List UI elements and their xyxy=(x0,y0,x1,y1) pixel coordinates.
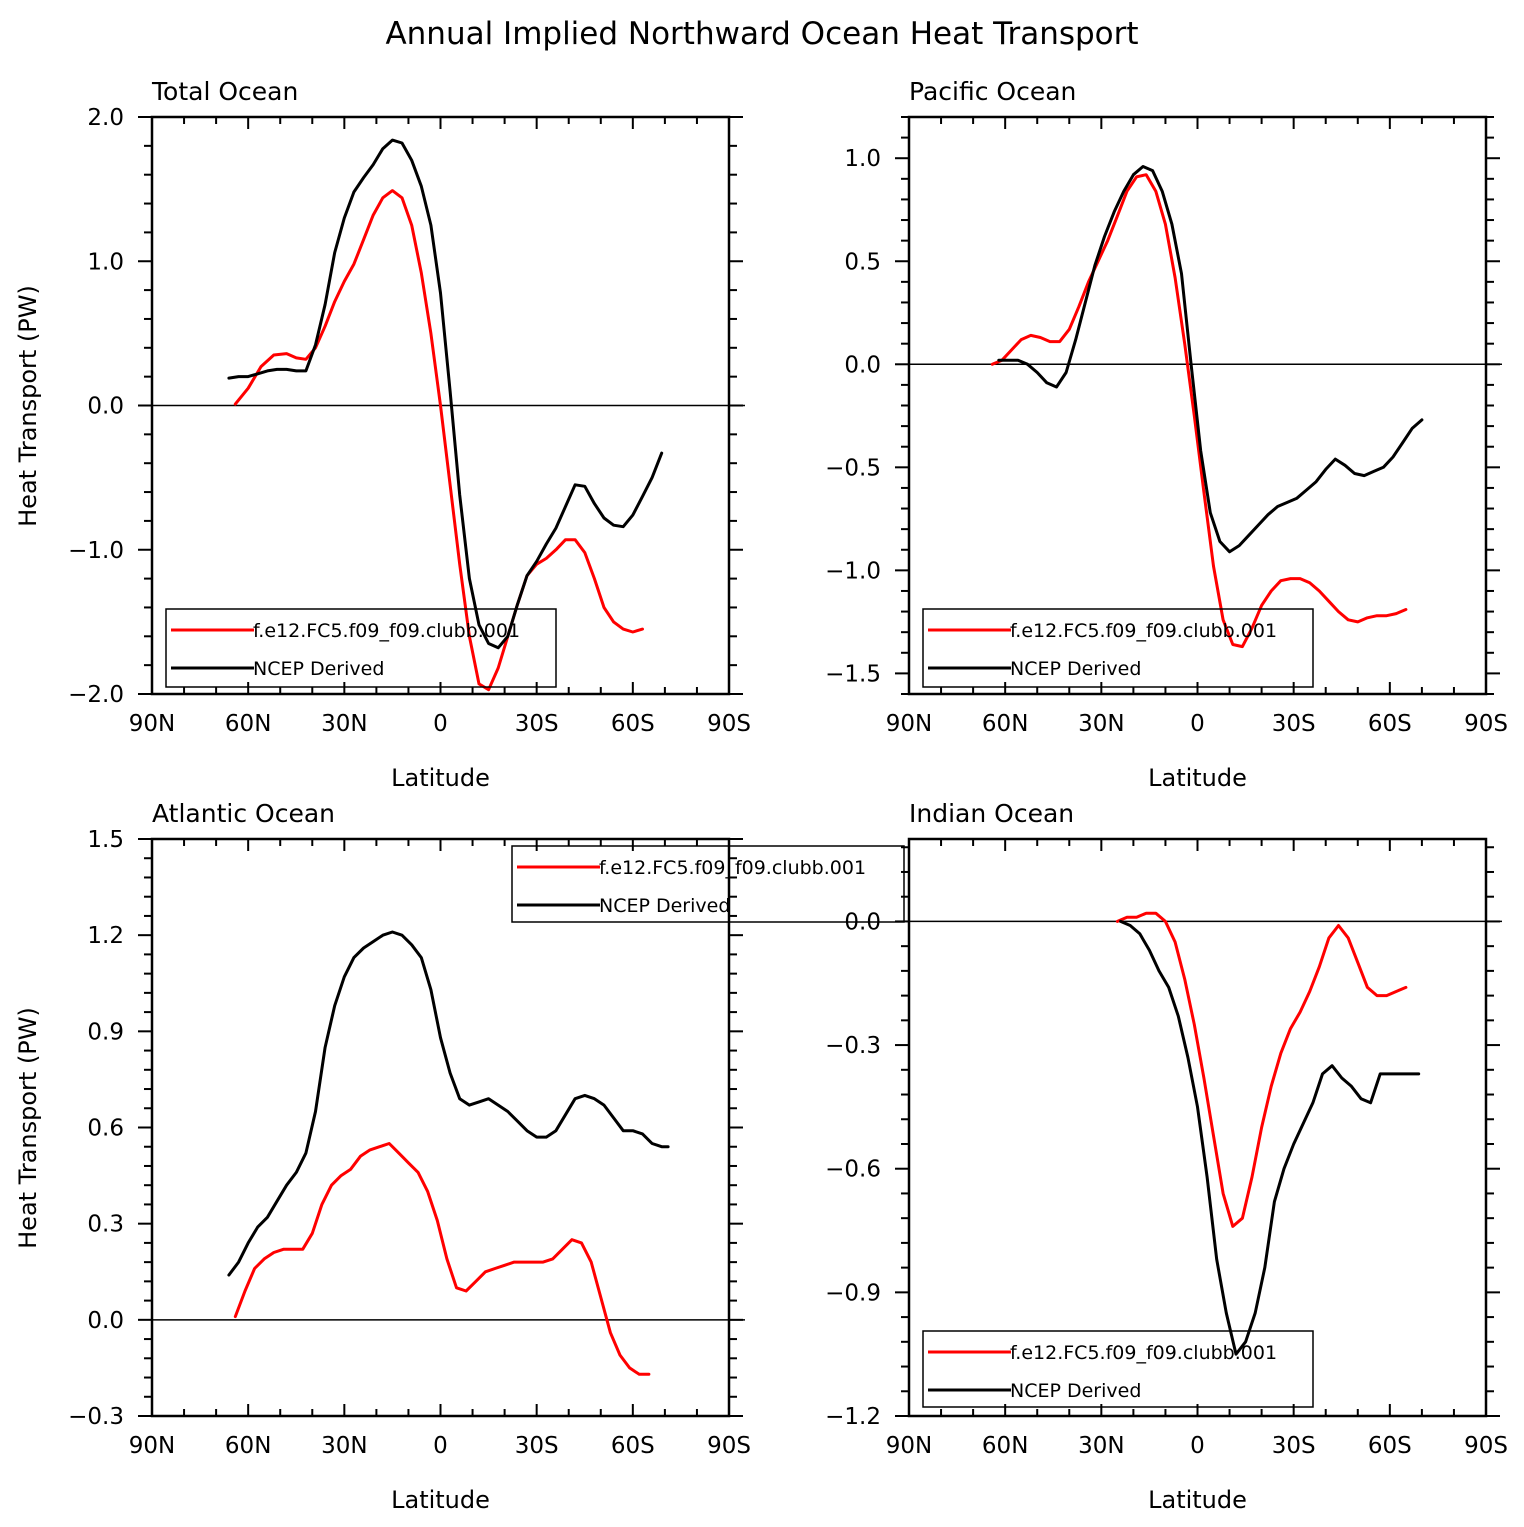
y-axis-label: Heat Transport (PW) xyxy=(14,285,42,527)
legend-label: NCEP Derived xyxy=(253,658,384,680)
y-tick-label: 1.2 xyxy=(87,923,124,949)
series-line-model xyxy=(1115,911,1408,1228)
y-tick-label: −1.0 xyxy=(68,538,124,564)
y-tick-label: 2.0 xyxy=(87,105,124,131)
panel-title: Indian Ocean xyxy=(909,799,1074,828)
x-tick-label: 90N xyxy=(129,1433,175,1459)
legend-label: NCEP Derived xyxy=(1010,1380,1141,1402)
panel-1: Total Ocean 90N 60N 30N 0 30S 60S 90S 2.0 1.0 0.0 −… xyxy=(14,77,751,792)
x-tick-label: 60S xyxy=(1368,711,1412,737)
y-tick-label: 0.9 xyxy=(87,1019,124,1045)
x-tick-label: 60S xyxy=(1368,1433,1412,1459)
legend-box xyxy=(165,608,557,688)
plot-frame xyxy=(150,837,731,1418)
y-tick-label: 1.5 xyxy=(87,827,124,853)
x-tick-label: 90S xyxy=(707,1433,751,1459)
x-tick-label: 30N xyxy=(1078,711,1124,737)
y-tick-label: −0.5 xyxy=(825,455,881,481)
series-line-ncep xyxy=(997,165,1424,554)
legend: f.e12.FC5.f09_f09.clubb.001 NCEP Derived xyxy=(922,608,1314,688)
y-axis-label: Heat Transport (PW) xyxy=(14,1007,42,1249)
legend-label: f.e12.FC5.f09_f09.clubb.001 xyxy=(1010,620,1277,642)
panel-title: Total Ocean xyxy=(151,77,298,106)
series-line-ncep xyxy=(227,138,664,650)
legend-label: f.e12.FC5.f09_f09.clubb.001 xyxy=(1010,1342,1277,1364)
x-tick-label: 60N xyxy=(225,1433,271,1459)
legend-label: f.e12.FC5.f09_f09.clubb.001 xyxy=(253,620,520,642)
panel-title: Atlantic Ocean xyxy=(152,799,335,828)
legend-label: NCEP Derived xyxy=(599,895,730,917)
x-axis-label: Latitude xyxy=(1148,1486,1247,1514)
x-tick-label: 60N xyxy=(982,711,1028,737)
y-tick-label: −0.3 xyxy=(825,1033,881,1059)
figure-title: Annual Implied Northward Ocean Heat Tran… xyxy=(385,16,1138,52)
series-line-model xyxy=(990,173,1408,649)
x-axis-label: Latitude xyxy=(391,764,490,792)
y-tick-label: −1.2 xyxy=(825,1404,881,1430)
panel-title: Pacific Ocean xyxy=(909,77,1076,106)
x-tick-label: 90N xyxy=(886,711,932,737)
y-tick-label: −1.5 xyxy=(825,661,881,687)
legend-box xyxy=(922,608,1314,688)
y-tick-label: −2.0 xyxy=(68,682,124,708)
panel-3: Atlantic Ocean 90N 60N 30N 0 30S 60S 90S 1.5 1.2 0… xyxy=(14,799,905,1514)
series-line-model xyxy=(233,1142,651,1376)
x-axis-label: Latitude xyxy=(391,1486,490,1514)
x-tick-label: 30N xyxy=(321,1433,367,1459)
x-tick-label: 90S xyxy=(707,711,751,737)
series-line-ncep xyxy=(1119,919,1421,1356)
x-tick-label: 90S xyxy=(1464,711,1508,737)
y-tick-label: −0.3 xyxy=(68,1404,124,1430)
legend-box xyxy=(922,1330,1314,1408)
x-tick-label: 30N xyxy=(321,711,367,737)
legend-label: f.e12.FC5.f09_f09.clubb.001 xyxy=(599,857,866,879)
panels: Total Ocean 90N 60N 30N 0 30S 60S 90S 2.0 1.0 0.0 −… xyxy=(14,77,1508,1514)
plot-frame xyxy=(907,115,1488,696)
legend: f.e12.FC5.f09_f09.clubb.001 NCEP Derived xyxy=(922,1330,1314,1408)
panel-4: Indian Ocean 90N 60N 30N 0 30S 60S 90S 0.0 −0.3 −0… xyxy=(825,799,1508,1514)
x-tick-label: 90N xyxy=(886,1433,932,1459)
x-tick-label: 0 xyxy=(433,711,448,737)
legend-label: NCEP Derived xyxy=(1010,658,1141,680)
y-tick-label: 0.0 xyxy=(87,394,124,420)
y-tick-label: 1.0 xyxy=(87,249,124,275)
y-tick-label: 0.0 xyxy=(844,909,881,935)
x-tick-label: 0 xyxy=(1190,711,1205,737)
y-tick-label: 0.0 xyxy=(87,1308,124,1334)
x-tick-label: 90N xyxy=(129,711,175,737)
x-tick-label: 60S xyxy=(611,711,655,737)
y-tick-label: −1.0 xyxy=(825,558,881,584)
y-tick-label: −0.6 xyxy=(825,1157,881,1183)
y-tick-label: 0.6 xyxy=(87,1116,124,1142)
y-tick-label: 0.5 xyxy=(844,249,881,275)
legend-box xyxy=(511,845,905,923)
x-tick-label: 30S xyxy=(515,711,559,737)
legend: f.e12.FC5.f09_f09.clubb.001 NCEP Derived xyxy=(511,845,905,923)
x-tick-label: 0 xyxy=(1190,1433,1205,1459)
y-tick-label: −0.9 xyxy=(825,1280,881,1306)
x-tick-label: 60N xyxy=(225,711,271,737)
x-tick-label: 0 xyxy=(433,1433,448,1459)
series-line-model xyxy=(233,189,644,692)
x-tick-label: 60N xyxy=(982,1433,1028,1459)
x-tick-label: 30N xyxy=(1078,1433,1124,1459)
y-tick-label: 0.0 xyxy=(844,352,881,378)
panel-2: Pacific Ocean 90N 60N 30N 0 30S 60S 90S 1.0 0.5 0.… xyxy=(825,77,1508,792)
y-tick-label: 0.3 xyxy=(87,1212,124,1238)
x-tick-label: 30S xyxy=(1272,1433,1316,1459)
x-tick-label: 90S xyxy=(1464,1433,1508,1459)
x-tick-label: 60S xyxy=(611,1433,655,1459)
series-line-ncep xyxy=(227,930,670,1277)
y-tick-label: 1.0 xyxy=(844,146,881,172)
plot-frame xyxy=(907,837,1488,1418)
x-tick-label: 30S xyxy=(1272,711,1316,737)
x-axis-label: Latitude xyxy=(1148,764,1247,792)
x-tick-label: 30S xyxy=(515,1433,559,1459)
legend: f.e12.FC5.f09_f09.clubb.001 NCEP Derived xyxy=(165,608,557,688)
